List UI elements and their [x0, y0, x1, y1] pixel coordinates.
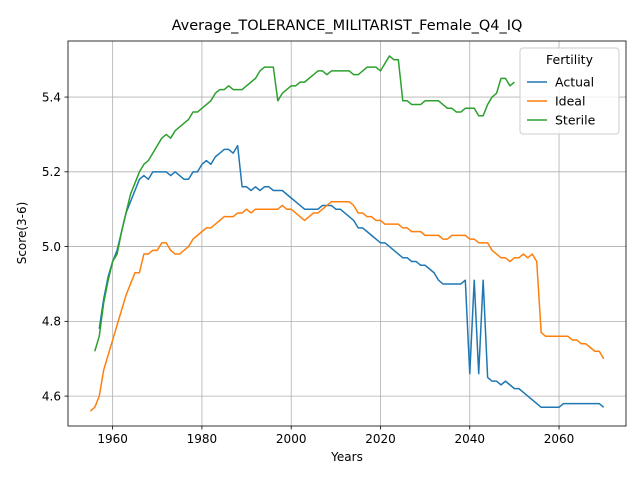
x-tick-label: 2060 [544, 432, 575, 446]
legend-entry-actual: Actual [555, 75, 594, 90]
series-line-sterile [94, 55, 515, 352]
series-layer [89, 55, 605, 412]
y-axis-label: Score(3-6) [15, 202, 29, 265]
y-tick-label: 5.0 [42, 240, 61, 254]
x-tick-label: 2040 [454, 432, 485, 446]
x-tick-label: 2020 [365, 432, 396, 446]
legend-box [519, 47, 620, 135]
y-tick-label: 5.2 [42, 165, 61, 179]
legend-entry-ideal: Ideal [555, 94, 585, 109]
y-tick-label: 5.4 [42, 90, 61, 104]
x-tick-label: 2000 [276, 432, 307, 446]
y-tick-label: 4.8 [42, 315, 61, 329]
legend-title: Fertility [546, 52, 594, 67]
y-axis-ticks: 4.6 4.8 5.0 5.2 5.4 [42, 90, 68, 403]
plot-frame [67, 40, 627, 427]
x-tick-label: 1980 [187, 432, 218, 446]
x-tick-label: 1960 [97, 432, 128, 446]
x-axis-label: Years [330, 450, 363, 464]
legend-entry-sterile: Sterile [555, 113, 596, 128]
x-axis-ticks: 1960 1980 2000 2020 2040 2060 [97, 426, 574, 446]
legend-items: Actual Ideal Sterile [527, 75, 596, 128]
series-line-actual [98, 144, 605, 409]
y-tick-label: 4.6 [42, 389, 61, 403]
chart-title: Average_TOLERANCE_MILITARIST_Female_Q4_I… [172, 18, 523, 34]
series-line-ideal [89, 200, 605, 412]
legend: Fertility Actual Ideal Sterile [519, 47, 620, 135]
